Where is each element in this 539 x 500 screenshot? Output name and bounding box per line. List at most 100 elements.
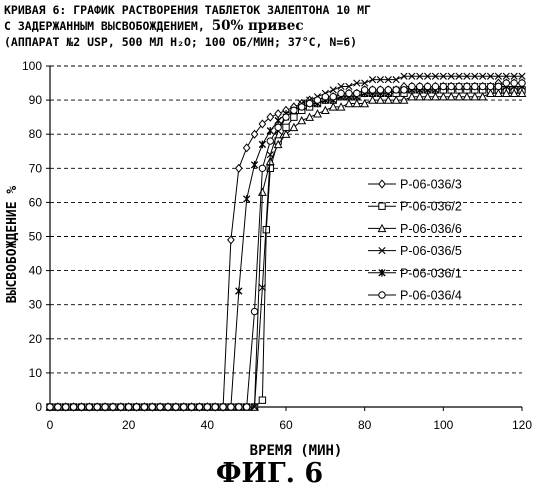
data-point-s6-26 bbox=[251, 308, 257, 314]
data-point-s6-51 bbox=[448, 83, 454, 89]
data-point-s6-57 bbox=[495, 83, 501, 89]
data-point-s1-29 bbox=[275, 110, 281, 118]
x-tick-label-0: 0 bbox=[47, 418, 54, 432]
data-point-s6-9 bbox=[118, 404, 124, 410]
y-axis-label: ВЫСВОБОЖДЕНИЕ % bbox=[5, 186, 20, 304]
y-tick-label-50: 50 bbox=[29, 230, 43, 244]
data-point-s6-44 bbox=[393, 87, 399, 93]
data-point-s6-27 bbox=[259, 165, 265, 171]
y-tick-label-20: 20 bbox=[29, 332, 43, 346]
data-point-s6-0 bbox=[47, 404, 53, 410]
data-point-s2-27 bbox=[259, 397, 265, 403]
figure-label: ФИГ. 6 bbox=[0, 458, 539, 489]
data-point-s6-1 bbox=[55, 404, 61, 410]
y-tick-label-30: 30 bbox=[29, 298, 43, 312]
x-tick-label-40: 40 bbox=[201, 418, 215, 432]
data-point-s6-36 bbox=[330, 93, 336, 99]
y-tick-label-80: 80 bbox=[29, 127, 43, 141]
legend-label-5: P-06-036/1 bbox=[400, 266, 462, 280]
data-point-s6-38 bbox=[346, 90, 352, 96]
data-point-s6-14 bbox=[157, 404, 163, 410]
y-tick-label-70: 70 bbox=[29, 161, 43, 175]
x-tick-label-60: 60 bbox=[279, 418, 293, 432]
y-tick-label-40: 40 bbox=[29, 264, 43, 278]
x-tick-label-100: 100 bbox=[433, 418, 453, 432]
data-point-s1-24 bbox=[236, 165, 242, 173]
data-point-s6-10 bbox=[125, 404, 131, 410]
x-tick-label-80: 80 bbox=[358, 418, 372, 432]
legend-label-3: P-06-036/6 bbox=[400, 222, 462, 236]
legend-marker-1 bbox=[379, 180, 385, 188]
data-point-s6-12 bbox=[141, 404, 147, 410]
data-point-s6-18 bbox=[188, 404, 194, 410]
data-point-s2-32 bbox=[291, 114, 297, 120]
x-axis-label: ВРЕМЯ (МИН) bbox=[250, 443, 343, 458]
data-point-s6-60 bbox=[519, 80, 525, 86]
data-point-s6-49 bbox=[432, 83, 438, 89]
legend-label-2: P-06-036/2 bbox=[400, 200, 462, 214]
data-point-s5-24 bbox=[236, 287, 242, 295]
data-point-s3-32 bbox=[298, 117, 305, 124]
data-point-s6-15 bbox=[165, 404, 171, 410]
y-tick-label-60: 60 bbox=[29, 195, 43, 209]
legend-label-1: P-06-036/3 bbox=[400, 178, 462, 192]
data-point-s6-22 bbox=[220, 404, 226, 410]
data-point-s6-2 bbox=[63, 404, 69, 410]
data-point-s6-17 bbox=[181, 404, 187, 410]
data-point-s6-45 bbox=[401, 87, 407, 93]
y-tick-label-90: 90 bbox=[29, 93, 43, 107]
data-point-s3-34 bbox=[314, 110, 321, 117]
data-point-s3-35 bbox=[322, 107, 329, 114]
data-point-s6-30 bbox=[283, 114, 289, 120]
data-point-s3-33 bbox=[306, 114, 313, 121]
legend-marker-6 bbox=[379, 292, 385, 298]
data-point-s6-5 bbox=[86, 404, 92, 410]
data-point-s6-8 bbox=[110, 404, 116, 410]
data-point-s1-23 bbox=[228, 236, 234, 244]
data-point-s3-27 bbox=[259, 189, 266, 196]
data-point-s6-3 bbox=[70, 404, 76, 410]
data-point-s6-24 bbox=[236, 404, 242, 410]
data-point-s6-47 bbox=[417, 83, 423, 89]
data-point-s4-36 bbox=[330, 87, 336, 93]
data-point-s6-58 bbox=[503, 80, 509, 86]
data-point-s5-29 bbox=[275, 117, 281, 125]
data-point-s6-20 bbox=[204, 404, 210, 410]
y-tick-label-0: 0 bbox=[35, 400, 42, 414]
data-point-s6-55 bbox=[479, 83, 485, 89]
data-point-s6-33 bbox=[306, 100, 312, 106]
data-point-s5-27 bbox=[259, 141, 265, 149]
data-point-s6-52 bbox=[456, 83, 462, 89]
data-point-s6-11 bbox=[133, 404, 139, 410]
data-point-s6-21 bbox=[212, 404, 218, 410]
data-point-s6-34 bbox=[314, 97, 320, 103]
data-point-s6-6 bbox=[94, 404, 100, 410]
legend-marker-2 bbox=[379, 203, 385, 209]
data-point-s6-39 bbox=[354, 90, 360, 96]
data-point-s6-25 bbox=[243, 404, 249, 410]
data-point-s6-54 bbox=[472, 83, 478, 89]
legend-label-4: P-06-036/5 bbox=[400, 244, 462, 258]
data-point-s6-56 bbox=[487, 83, 493, 89]
data-point-s5-26 bbox=[251, 161, 257, 169]
data-point-s6-4 bbox=[78, 404, 84, 410]
data-point-s5-25 bbox=[243, 195, 249, 203]
data-point-s6-59 bbox=[511, 80, 517, 86]
x-tick-label-120: 120 bbox=[512, 418, 532, 432]
data-point-s6-53 bbox=[464, 83, 470, 89]
data-point-s6-16 bbox=[173, 404, 179, 410]
dissolution-chart: 0102030405060708090100020406080100120ВРЕ… bbox=[0, 0, 539, 458]
data-point-s6-29 bbox=[275, 124, 281, 130]
data-point-s6-28 bbox=[267, 138, 273, 144]
data-point-s6-7 bbox=[102, 404, 108, 410]
x-tick-label-20: 20 bbox=[122, 418, 136, 432]
data-point-s6-19 bbox=[196, 404, 202, 410]
data-point-s1-25 bbox=[243, 144, 249, 152]
data-point-s5-28 bbox=[267, 127, 273, 135]
data-point-s6-35 bbox=[322, 93, 328, 99]
data-point-s6-46 bbox=[409, 83, 415, 89]
data-point-s6-40 bbox=[361, 87, 367, 93]
data-point-s6-23 bbox=[228, 404, 234, 410]
y-tick-label-100: 100 bbox=[22, 59, 42, 73]
data-point-s6-48 bbox=[424, 83, 430, 89]
